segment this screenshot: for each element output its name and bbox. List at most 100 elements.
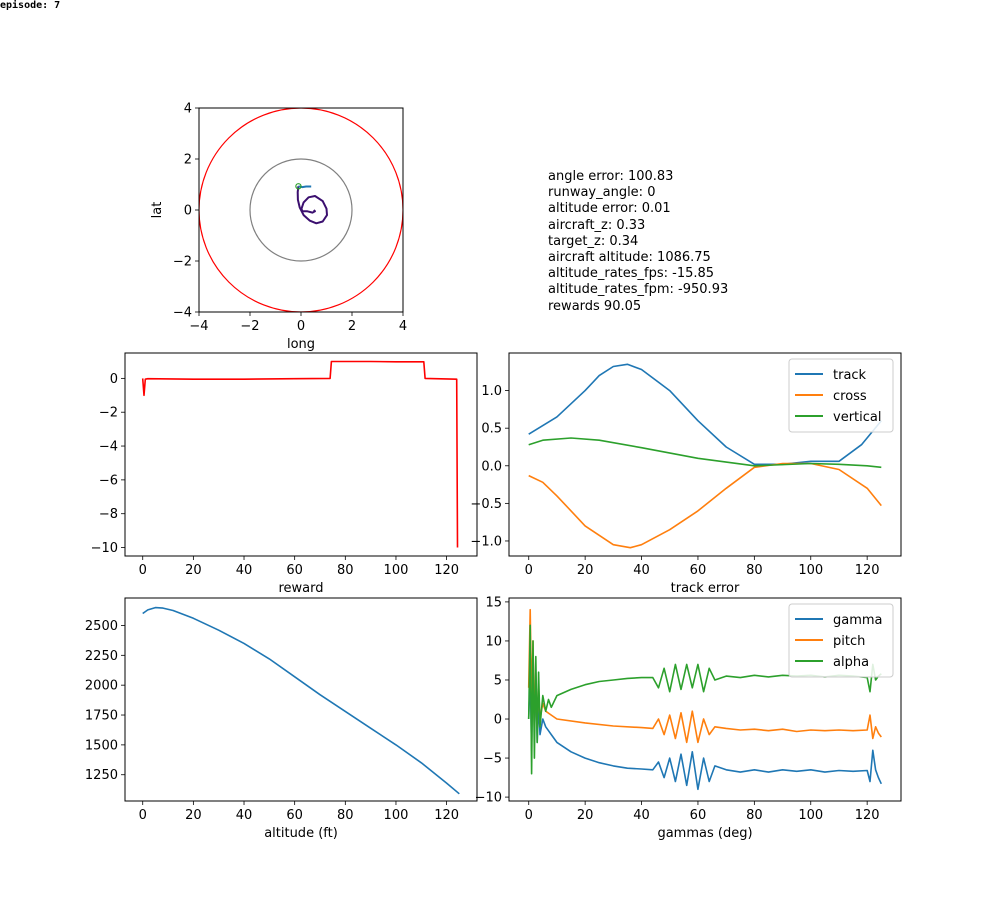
altitude-plot: 0 20 40 60 80 100 120 1250 1500 1750 2000 2250 2500 a… bbox=[85, 597, 478, 841]
axes-frame bbox=[508, 352, 902, 557]
y-tick-label: −8 bbox=[99, 507, 118, 522]
y-tick-label: −4 bbox=[173, 306, 192, 321]
y-tick-label: −0.5 bbox=[470, 497, 502, 512]
x-tick-label: 20 bbox=[577, 563, 594, 578]
x-tick-label: 4 bbox=[399, 319, 407, 334]
altitude-marks bbox=[142, 606, 460, 795]
y-tick-label: −10 bbox=[475, 791, 502, 806]
x-tick-label: 60 bbox=[286, 563, 303, 578]
x-tick-label: 120 bbox=[434, 563, 459, 578]
x-axis-label: reward bbox=[278, 581, 323, 596]
series-line-gamma bbox=[527, 647, 883, 791]
info-target-z: target_z: 0.34 bbox=[548, 233, 639, 249]
x-tick-label: 40 bbox=[633, 563, 650, 578]
info-aircraft-z: aircraft_z: 0.33 bbox=[548, 217, 646, 233]
reward-marks bbox=[141, 360, 459, 548]
y-tick-label: −1.0 bbox=[470, 534, 502, 549]
x-tick-label: 100 bbox=[384, 563, 409, 578]
y-tick-label: 4 bbox=[184, 102, 192, 117]
x-tick-label: 120 bbox=[855, 563, 880, 578]
x-axis-label: gammas (deg) bbox=[657, 826, 752, 841]
gammas-plot: 0 20 40 60 80 100 120 −10 −5 0 5 10 15 gammas (deg) ga… bbox=[475, 595, 902, 841]
x-tick-label: 40 bbox=[236, 808, 253, 823]
x-tick-label: 20 bbox=[577, 808, 594, 823]
series-line-vertical bbox=[528, 437, 882, 469]
x-axis-label: long bbox=[287, 337, 315, 352]
y-tick-label: 2000 bbox=[85, 679, 118, 694]
info-angle-error: angle error: 100.83 bbox=[548, 169, 674, 184]
axes-frame bbox=[124, 597, 478, 802]
x-tick-label: 100 bbox=[798, 563, 823, 578]
x-tick-label: 80 bbox=[337, 808, 354, 823]
x-axis-label: track error bbox=[671, 581, 740, 596]
legend: track cross vertical bbox=[788, 358, 894, 433]
y-tick-label: 2 bbox=[184, 153, 192, 168]
series-line-cross bbox=[528, 462, 882, 549]
x-tick-label: 0 bbox=[139, 563, 147, 578]
y-axis-label: lat bbox=[150, 202, 165, 219]
info-rewards: rewards 90.05 bbox=[548, 298, 642, 314]
target-marker bbox=[295, 183, 302, 190]
y-tick-label: −10 bbox=[91, 541, 118, 556]
x-tick-label: 20 bbox=[185, 808, 202, 823]
x-tick-label: −2 bbox=[240, 319, 259, 334]
x-tick-label: 40 bbox=[236, 563, 253, 578]
info-altitude-rates-fps: altitude_rates_fps: -15.85 bbox=[548, 266, 715, 282]
x-tick-label: 100 bbox=[384, 808, 409, 823]
legend-label-cross: cross bbox=[833, 389, 867, 404]
legend-label-alpha: alpha bbox=[833, 655, 869, 670]
axes-frame bbox=[508, 597, 902, 802]
info-altitude-rates-fpm: altitude_rates_fpm: -950.93 bbox=[548, 282, 729, 298]
axes-frame bbox=[124, 352, 478, 557]
x-axis-label: altitude (ft) bbox=[264, 826, 338, 841]
y-tick-label: −6 bbox=[99, 473, 118, 488]
x-tick-label: 120 bbox=[855, 808, 880, 823]
y-tick-label: 1.0 bbox=[481, 384, 502, 399]
series-line-0 bbox=[141, 360, 459, 548]
x-tick-label: 80 bbox=[746, 808, 763, 823]
info-runway-angle: runway_angle: 0 bbox=[548, 185, 656, 201]
info-aircraft-altitude: aircraft altitude: 1086.75 bbox=[548, 250, 711, 266]
x-tick-label: 0 bbox=[297, 319, 305, 334]
x-tick-label: 40 bbox=[633, 808, 650, 823]
x-tick-label: 80 bbox=[746, 563, 763, 578]
y-tick-label: 0 bbox=[110, 372, 118, 387]
y-tick-label: 1750 bbox=[85, 709, 118, 724]
reward-plot: 0 20 40 60 80 100 120 −10 −8 −6 −4 −2 0 reward bbox=[91, 352, 478, 596]
x-tick-label: 120 bbox=[434, 808, 459, 823]
y-tick-label: 1500 bbox=[85, 738, 118, 753]
x-tick-label: −4 bbox=[189, 319, 208, 334]
legend-box bbox=[788, 358, 894, 433]
x-tick-label: 60 bbox=[690, 808, 707, 823]
legend-label-vertical: vertical bbox=[833, 410, 881, 425]
legend: gamma pitch alpha bbox=[788, 603, 894, 678]
map-plot: −4 −2 0 2 4 −4 −2 0 2 4 long lat bbox=[150, 102, 407, 353]
y-tick-label: −2 bbox=[99, 406, 118, 421]
series-line-1 bbox=[298, 185, 312, 189]
x-tick-label: 0 bbox=[139, 808, 147, 823]
x-tick-label: 0 bbox=[525, 563, 533, 578]
x-tick-label: 80 bbox=[337, 563, 354, 578]
y-tick-label: 5 bbox=[494, 673, 502, 688]
info-panel: angle error: 100.83 runway_angle: 0 alti… bbox=[548, 169, 728, 315]
x-tick-label: 20 bbox=[185, 563, 202, 578]
track_error-marks bbox=[528, 363, 882, 549]
map-marks bbox=[199, 108, 403, 312]
x-tick-label: 0 bbox=[525, 808, 533, 823]
y-tick-label: 10 bbox=[485, 634, 502, 649]
y-tick-label: −2 bbox=[173, 255, 192, 270]
y-tick-label: 2500 bbox=[85, 619, 118, 634]
legend-label-track: track bbox=[833, 368, 867, 383]
legend-box bbox=[788, 603, 894, 678]
legend-label-pitch: pitch bbox=[833, 634, 865, 649]
track-error-plot: 0 20 40 60 80 100 120 −1.0 −0.5 0.0 0.5 1.0 track er… bbox=[470, 352, 902, 596]
y-tick-label: 2250 bbox=[85, 649, 118, 664]
y-tick-label: 15 bbox=[485, 595, 502, 610]
y-tick-label: 0.0 bbox=[481, 459, 502, 474]
x-tick-label: 60 bbox=[286, 808, 303, 823]
x-tick-label: 100 bbox=[798, 808, 823, 823]
x-tick-label: 2 bbox=[348, 319, 356, 334]
series-line-0 bbox=[142, 606, 460, 795]
y-tick-label: −5 bbox=[483, 752, 502, 767]
